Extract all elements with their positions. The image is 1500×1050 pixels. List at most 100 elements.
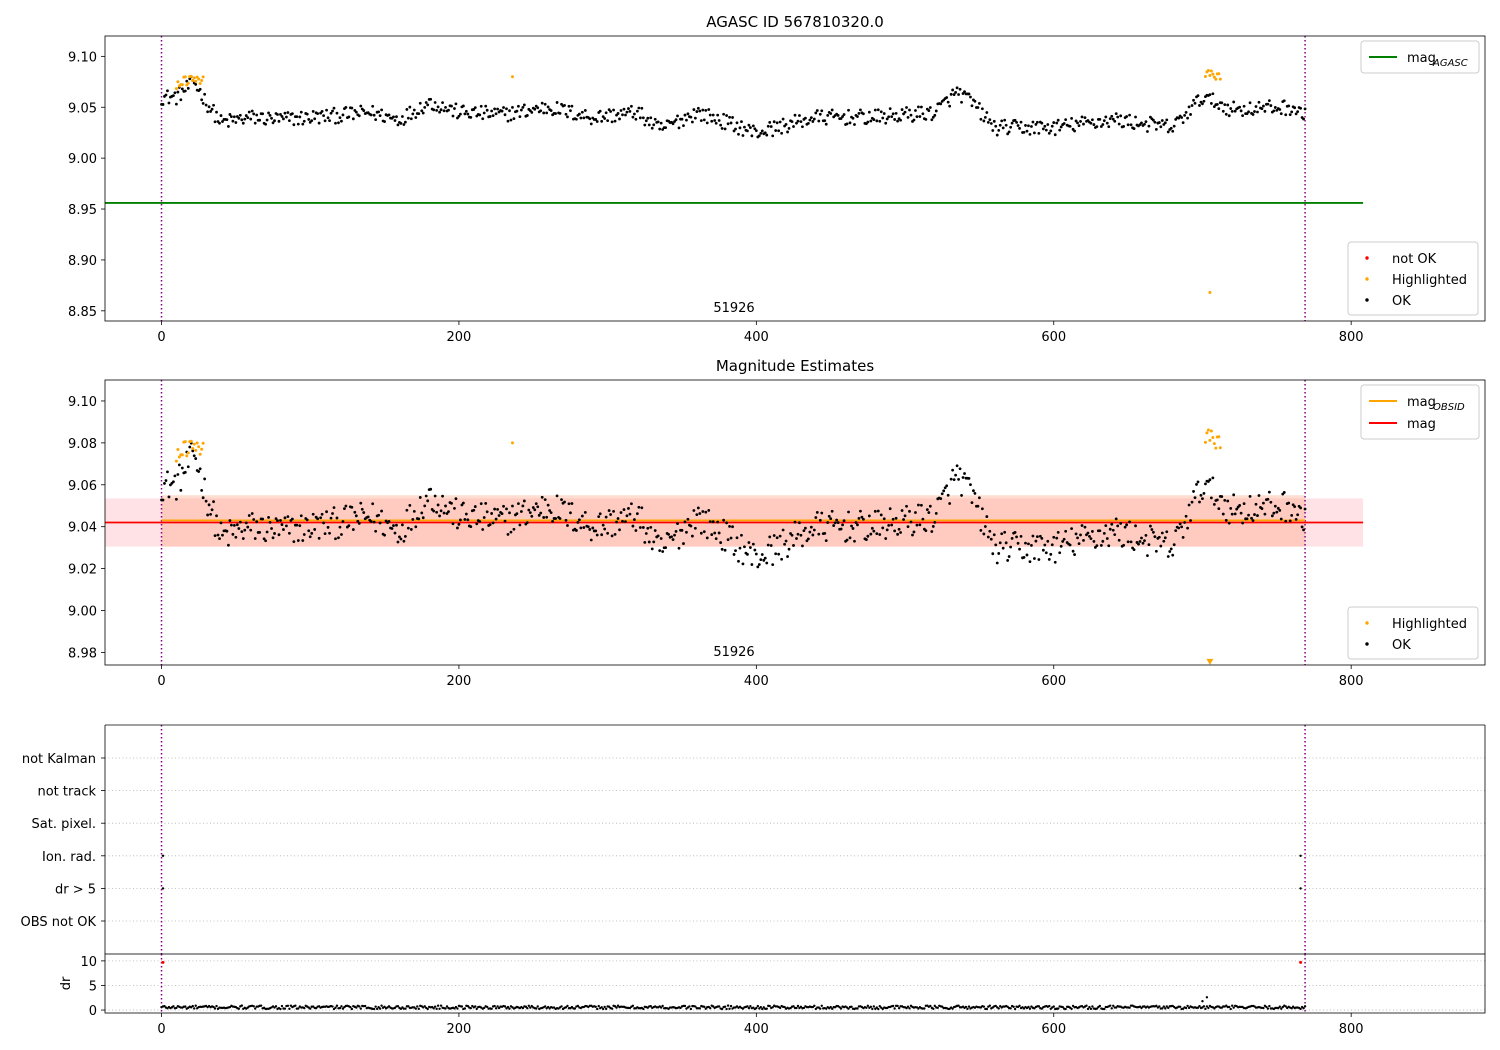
ok-point — [630, 502, 633, 506]
ok-point — [1273, 106, 1277, 109]
ok-point — [598, 109, 602, 113]
ok-point — [525, 114, 529, 117]
ok-point — [1041, 127, 1045, 131]
ok-point — [1107, 125, 1111, 129]
ok-point — [420, 511, 424, 515]
dr-point — [932, 1007, 935, 1010]
ok-point — [728, 524, 731, 528]
ok-point — [1088, 534, 1091, 538]
ok-point — [830, 509, 834, 513]
ok-point — [595, 533, 599, 537]
ok-point — [885, 117, 889, 121]
highlighted-point — [200, 447, 204, 451]
ok-point — [747, 541, 751, 544]
ok-point — [219, 114, 223, 117]
dr-point — [1228, 1005, 1231, 1009]
ok-point — [1184, 110, 1188, 114]
ok-point — [796, 532, 800, 536]
ok-point — [713, 119, 717, 122]
ok-point — [714, 537, 718, 541]
ok-point — [366, 515, 370, 519]
ok-point — [905, 106, 908, 109]
ok-point — [408, 105, 412, 109]
dr-point — [683, 1004, 687, 1008]
dr-point — [466, 1004, 470, 1008]
panel-ytick-label: 9.10 — [68, 50, 97, 65]
ok-point — [1076, 536, 1079, 540]
ok-point — [760, 553, 764, 556]
ok-point — [638, 116, 642, 120]
ok-point — [414, 116, 418, 119]
ok-point — [424, 101, 428, 104]
panel-ytick-label: 9.06 — [68, 479, 97, 494]
ok-point — [854, 521, 858, 524]
ok-point — [867, 110, 871, 114]
dr-point — [432, 1007, 435, 1010]
ok-point — [350, 106, 354, 110]
ok-point — [519, 510, 523, 513]
ok-point — [444, 504, 447, 508]
ok-point — [417, 517, 421, 521]
ok-point — [575, 117, 578, 121]
dr-point — [460, 1005, 464, 1008]
ok-point — [914, 109, 917, 112]
panel-ytick-label: 8.90 — [68, 254, 97, 269]
highlighted-point — [1212, 442, 1216, 446]
ok-point — [690, 120, 694, 124]
highlighted-point — [176, 80, 180, 84]
ok-point — [720, 127, 724, 130]
ok-point — [622, 107, 626, 111]
ok-point — [615, 520, 618, 524]
ok-point — [218, 537, 221, 541]
dr-point — [610, 1007, 614, 1010]
ok-point — [403, 120, 407, 124]
ok-point — [212, 103, 215, 107]
panel-2: 0 200 400 600 8008.989.009.029.049.069.089.1… — [68, 357, 1486, 689]
ok-point — [456, 526, 459, 530]
ok-point — [1079, 120, 1082, 123]
ok-point — [1009, 125, 1013, 129]
ok-point — [545, 515, 549, 519]
ok-point — [261, 112, 265, 116]
highlighted-point — [180, 83, 184, 87]
dr-point — [869, 1005, 873, 1009]
ok-point — [594, 529, 598, 533]
ok-point — [1302, 528, 1305, 532]
ok-point — [708, 113, 712, 117]
ok-point — [711, 520, 715, 524]
ok-point — [948, 502, 952, 505]
ok-point — [969, 95, 972, 99]
ok-point — [212, 500, 215, 504]
ok-point — [280, 523, 284, 527]
ok-point — [485, 108, 489, 112]
ok-point — [1143, 122, 1146, 126]
ok-point — [453, 507, 456, 510]
highlighted-point — [1211, 72, 1215, 76]
ok-point — [735, 536, 739, 540]
ok-point — [322, 114, 325, 118]
ok-point — [445, 512, 449, 515]
flag-category-label: not track — [37, 785, 96, 800]
ok-point — [1201, 497, 1204, 501]
ok-point — [188, 77, 192, 81]
ok-point — [1284, 519, 1288, 523]
ok-point — [206, 513, 210, 517]
ok-point — [1287, 501, 1291, 505]
ok-point — [1055, 121, 1059, 125]
ok-point — [833, 521, 837, 525]
ok-point — [1181, 535, 1185, 539]
ok-point — [258, 118, 262, 122]
ok-point — [948, 104, 952, 108]
ok-point — [1123, 525, 1127, 529]
ok-point — [983, 525, 987, 528]
flag-point — [1299, 887, 1302, 890]
ok-point — [759, 132, 763, 135]
ok-point — [203, 92, 207, 96]
ok-point — [597, 515, 601, 519]
ok-point — [215, 514, 218, 518]
ok-point — [940, 492, 944, 496]
ok-point — [896, 119, 900, 123]
ok-point — [875, 532, 879, 536]
